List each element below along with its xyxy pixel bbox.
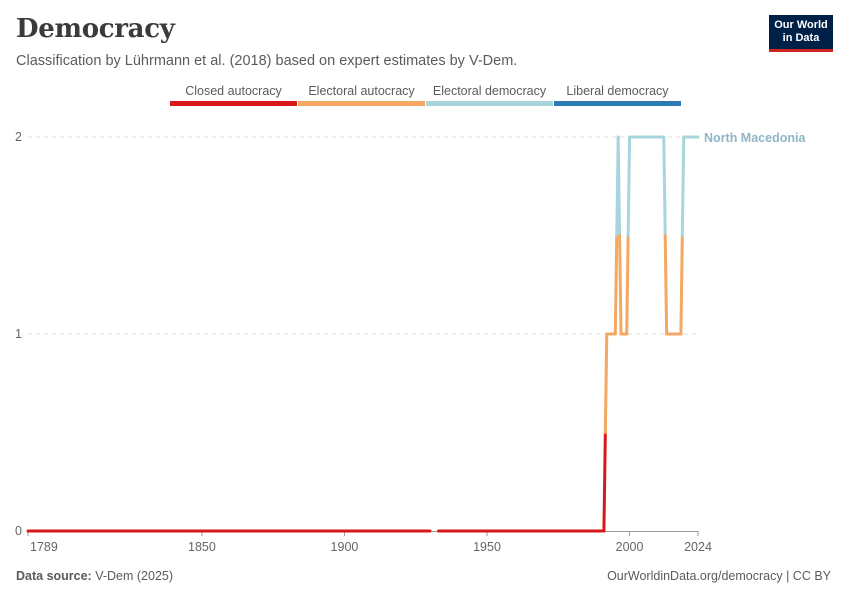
series-segment[interactable] xyxy=(618,234,623,336)
series-segment[interactable] xyxy=(663,234,669,336)
series-segment[interactable] xyxy=(603,332,609,434)
series-segment[interactable] xyxy=(602,431,607,533)
legend-label: Electoral autocracy xyxy=(308,84,415,98)
series-segment[interactable] xyxy=(680,135,686,237)
legend-swatch xyxy=(298,101,425,106)
legend-swatch xyxy=(426,101,553,106)
legend-swatch xyxy=(170,101,297,106)
legend-label: Liberal democracy xyxy=(566,84,669,98)
series-segment[interactable] xyxy=(616,135,622,237)
legend-swatch xyxy=(554,101,681,106)
x-tick-label: 1789 xyxy=(30,540,58,554)
x-tick-label: 2024 xyxy=(684,540,712,554)
legend-item-electoral-autocracy[interactable]: Electoral autocracy xyxy=(298,83,425,106)
logo-line-1: Our World xyxy=(774,19,828,31)
series-segment[interactable] xyxy=(613,234,619,336)
x-tick-label: 1950 xyxy=(473,540,501,554)
y-tick-label: 2 xyxy=(15,130,22,144)
series-segment[interactable] xyxy=(662,135,667,237)
x-tick-label: 1850 xyxy=(188,540,216,554)
owid-logo[interactable]: Our World in Data xyxy=(769,15,833,52)
footer-link[interactable]: OurWorldinData.org/democracy | CC BY xyxy=(607,569,831,583)
chart-subtitle: Classification by Lührmann et al. (2018)… xyxy=(16,53,518,69)
legend: Closed autocracy Electoral autocracy Ele… xyxy=(170,83,682,106)
data-source-value[interactable]: V-Dem (2025) xyxy=(95,569,174,583)
data-source: Data source: V-Dem (2025) xyxy=(16,569,173,583)
legend-item-closed-autocracy[interactable]: Closed autocracy xyxy=(170,83,297,106)
data-source-label: Data source: xyxy=(16,569,92,583)
y-tick-label: 0 xyxy=(15,524,22,538)
logo-line-2: in Data xyxy=(782,31,820,44)
x-tick-label: 1900 xyxy=(331,540,359,554)
series-segment[interactable] xyxy=(625,234,630,336)
legend-item-electoral-democracy[interactable]: Electoral democracy xyxy=(426,83,553,106)
legend-item-liberal-democracy[interactable]: Liberal democracy xyxy=(554,83,681,106)
legend-label: Electoral democracy xyxy=(432,84,547,98)
y-tick-label: 1 xyxy=(15,327,22,341)
series-label-north-macedonia[interactable]: North Macedonia xyxy=(704,131,806,145)
series-segment[interactable] xyxy=(626,135,632,237)
chart-title: Democracy xyxy=(16,14,175,44)
legend-label: Closed autocracy xyxy=(185,84,282,98)
series-segment[interactable] xyxy=(679,234,684,336)
x-tick-label: 2000 xyxy=(616,540,644,554)
